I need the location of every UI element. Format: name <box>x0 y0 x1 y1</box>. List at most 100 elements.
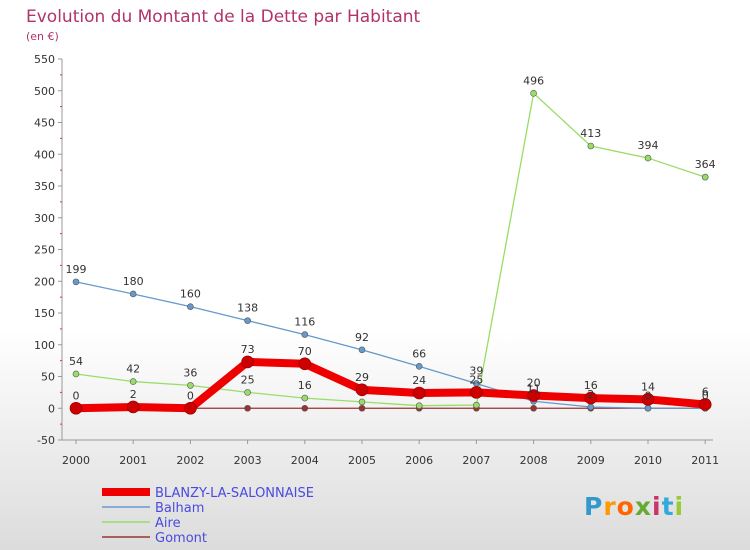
point-gomont <box>358 404 366 412</box>
logo-letter: i <box>675 492 685 521</box>
data-label-blanzy-la-salonnaise: 16 <box>584 379 598 392</box>
point-gomont <box>301 404 309 412</box>
y-tick-label: 550 <box>34 53 55 66</box>
point-blanzy-la-salonnaise <box>126 400 140 414</box>
data-label-blanzy-la-salonnaise: 29 <box>355 371 369 384</box>
y-tick-label: 100 <box>34 339 55 352</box>
point-aire <box>415 402 423 410</box>
point-aire <box>72 370 80 378</box>
point-blanzy-la-salonnaise <box>69 401 83 415</box>
x-tick-label: 2007 <box>462 454 490 467</box>
x-tick-label: 2008 <box>520 454 548 467</box>
data-label-aire: 25 <box>241 373 255 386</box>
data-label-balham: 11 <box>527 382 541 395</box>
series-line-aire <box>75 92 706 407</box>
data-label-balham: 39 <box>469 364 483 377</box>
y-tick-label: 450 <box>34 117 55 130</box>
point-gomont <box>530 404 537 412</box>
point-blanzy-la-salonnaise <box>470 386 483 399</box>
data-label-balham: 116 <box>294 316 315 329</box>
point-blanzy-la-salonnaise <box>527 389 540 402</box>
data-label-aire: 413 <box>580 127 601 140</box>
point-balham <box>301 331 309 338</box>
point-blanzy-la-salonnaise <box>241 355 254 369</box>
point-aire <box>587 142 595 150</box>
x-tick-label: 2011 <box>691 454 719 467</box>
data-label-blanzy-la-salonnaise: 25 <box>469 373 483 386</box>
point-balham <box>644 404 652 412</box>
point-blanzy-la-salonnaise <box>412 386 426 400</box>
series-layer <box>69 89 712 415</box>
point-balham <box>587 403 595 411</box>
point-balham <box>415 363 423 370</box>
data-label-blanzy-la-salonnaise: 14 <box>641 380 655 393</box>
logo-letter: i <box>652 492 662 521</box>
x-tick-label: 2001 <box>119 454 147 467</box>
point-balham <box>187 303 194 310</box>
point-aire <box>129 378 137 385</box>
point-balham <box>129 290 137 298</box>
chart-subtitle: (en €) <box>26 30 59 43</box>
point-balham <box>358 346 366 354</box>
data-label-balham: 160 <box>180 288 201 301</box>
y-tick-label: 50 <box>41 371 55 384</box>
chart-title: Evolution du Montant de la Dette par Hab… <box>26 7 421 27</box>
data-label-aire: 364 <box>695 158 716 171</box>
y-tick-label: -50 <box>37 434 55 447</box>
data-label-aire: 54 <box>69 355 83 368</box>
point-balham <box>72 278 80 286</box>
data-label-balham: 2 <box>587 388 594 401</box>
logo-letter: o <box>617 492 635 521</box>
point-aire <box>473 401 480 409</box>
data-label-blanzy-la-salonnaise: 20 <box>527 377 541 390</box>
x-tick-label: 2002 <box>176 454 204 467</box>
point-aire <box>301 394 309 402</box>
point-blanzy-la-salonnaise <box>355 383 369 397</box>
x-tick-label: 2005 <box>348 454 376 467</box>
y-tick-label: 400 <box>34 148 55 161</box>
point-aire <box>187 382 194 389</box>
y-tick-label: 200 <box>34 275 55 288</box>
data-label-balham: 92 <box>355 331 369 344</box>
point-aire <box>244 389 251 396</box>
point-gomont <box>244 404 251 412</box>
legend-label-blanzy-la-salonnaise: BLANZY-LA-SALONNAISE <box>155 486 314 501</box>
data-label-blanzy-la-salonnaise: 2 <box>130 388 137 401</box>
point-blanzy-la-salonnaise <box>698 398 712 411</box>
data-label-aire: 42 <box>126 363 140 376</box>
data-label-balham: 180 <box>123 275 144 288</box>
data-label-aire: 496 <box>523 74 544 87</box>
data-label-blanzy-la-salonnaise: 6 <box>702 385 709 398</box>
data-label-blanzy-la-salonnaise: 24 <box>412 374 426 387</box>
logo-letter: r <box>603 492 616 521</box>
data-label-aire: 394 <box>638 139 659 152</box>
point-blanzy-la-salonnaise <box>584 391 598 405</box>
x-tick-label: 2006 <box>405 454 433 467</box>
data-label-aire: 36 <box>183 366 197 379</box>
x-tick-label: 2000 <box>62 454 90 467</box>
point-blanzy-la-salonnaise <box>641 393 655 406</box>
point-blanzy-la-salonnaise <box>184 401 197 415</box>
data-label-balham: 138 <box>237 302 258 315</box>
y-tick-label: 500 <box>34 85 55 98</box>
logo-letter: P <box>584 492 603 521</box>
x-tick-label: 2009 <box>577 454 605 467</box>
legend-label-balham: Balham <box>155 501 204 516</box>
data-label-balham: 0 <box>645 389 652 402</box>
point-aire <box>358 398 366 406</box>
point-blanzy-la-salonnaise <box>298 357 312 371</box>
y-tick-label: 300 <box>34 212 55 225</box>
logo-text: Proxiti <box>584 492 684 521</box>
data-label-blanzy-la-salonnaise: 73 <box>241 343 255 356</box>
point-balham <box>244 317 251 324</box>
logo-letter: t <box>662 492 675 521</box>
point-aire <box>701 173 709 181</box>
data-label-balham: 66 <box>412 347 426 360</box>
data-label-balham: 0 <box>702 389 709 402</box>
y-tick-label: 250 <box>34 244 55 257</box>
y-tick-label: 0 <box>48 402 55 415</box>
legend-label-gomont: Gomont <box>155 531 207 546</box>
data-label-blanzy-la-salonnaise: 0 <box>73 389 80 402</box>
